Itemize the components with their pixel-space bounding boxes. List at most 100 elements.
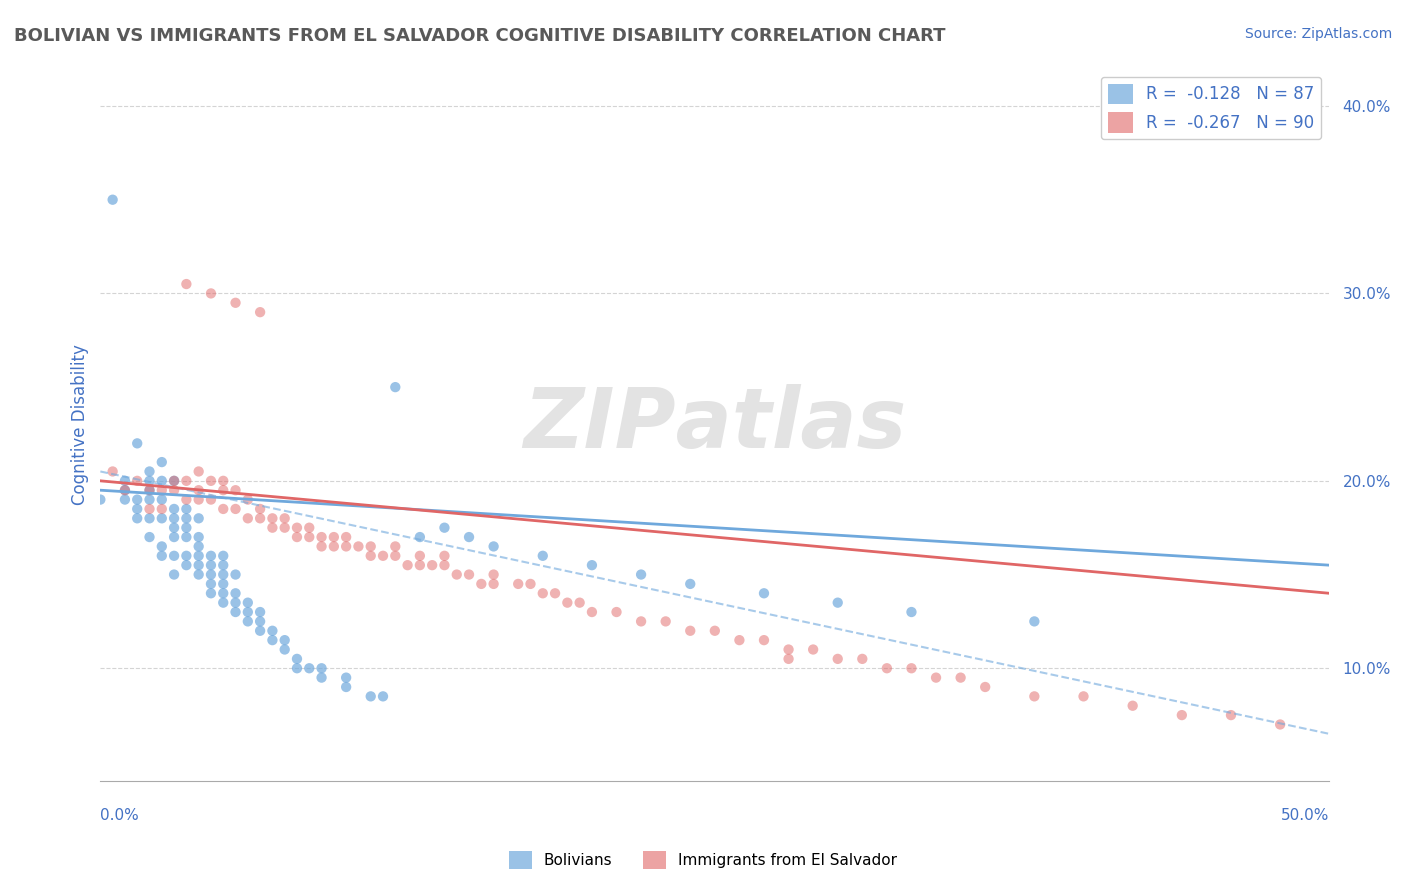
Point — [581, 558, 603, 573]
Point — [176, 511, 198, 525]
Point — [285, 521, 308, 535]
Point — [752, 586, 775, 600]
Point — [1220, 708, 1243, 723]
Point — [236, 605, 259, 619]
Point — [1024, 690, 1046, 704]
Point — [311, 671, 333, 685]
Point — [150, 549, 173, 563]
Point — [150, 492, 173, 507]
Point — [101, 193, 124, 207]
Point — [200, 286, 222, 301]
Point — [347, 540, 370, 554]
Point — [249, 502, 271, 516]
Point — [127, 492, 149, 507]
Point — [138, 511, 160, 525]
Point — [827, 596, 849, 610]
Point — [163, 567, 186, 582]
Point — [409, 530, 432, 544]
Point — [482, 567, 505, 582]
Point — [508, 577, 530, 591]
Point — [262, 624, 284, 638]
Point — [285, 652, 308, 666]
Point — [396, 558, 419, 573]
Point — [212, 586, 235, 600]
Point — [519, 577, 541, 591]
Point — [200, 558, 222, 573]
Point — [371, 690, 394, 704]
Point — [150, 483, 173, 498]
Point — [138, 483, 160, 498]
Point — [249, 605, 271, 619]
Point — [974, 680, 997, 694]
Point — [163, 483, 186, 498]
Point — [187, 549, 209, 563]
Point — [409, 549, 432, 563]
Point — [433, 549, 456, 563]
Point — [482, 540, 505, 554]
Point — [384, 380, 406, 394]
Point — [127, 474, 149, 488]
Point — [335, 671, 357, 685]
Point — [225, 586, 247, 600]
Point — [187, 465, 209, 479]
Point — [138, 483, 160, 498]
Point — [225, 502, 247, 516]
Point — [225, 605, 247, 619]
Point — [114, 483, 136, 498]
Point — [138, 492, 160, 507]
Point — [236, 596, 259, 610]
Point — [176, 502, 198, 516]
Point — [262, 633, 284, 648]
Point — [163, 511, 186, 525]
Point — [212, 483, 235, 498]
Point — [262, 521, 284, 535]
Point — [581, 605, 603, 619]
Point — [114, 474, 136, 488]
Point — [200, 577, 222, 591]
Legend: Bolivians, Immigrants from El Salvador: Bolivians, Immigrants from El Salvador — [503, 845, 903, 875]
Point — [150, 511, 173, 525]
Point — [127, 511, 149, 525]
Point — [728, 633, 751, 648]
Point — [150, 502, 173, 516]
Point — [531, 549, 554, 563]
Point — [262, 511, 284, 525]
Point — [89, 492, 111, 507]
Point — [163, 474, 186, 488]
Point — [176, 530, 198, 544]
Point — [163, 474, 186, 488]
Point — [225, 483, 247, 498]
Point — [127, 502, 149, 516]
Point — [200, 474, 222, 488]
Point — [298, 530, 321, 544]
Point — [127, 436, 149, 450]
Point — [630, 567, 652, 582]
Point — [630, 615, 652, 629]
Point — [703, 624, 725, 638]
Point — [752, 633, 775, 648]
Point — [605, 605, 627, 619]
Point — [531, 586, 554, 600]
Point — [236, 511, 259, 525]
Point — [273, 521, 295, 535]
Point — [150, 474, 173, 488]
Text: Source: ZipAtlas.com: Source: ZipAtlas.com — [1244, 27, 1392, 41]
Point — [311, 661, 333, 675]
Point — [187, 530, 209, 544]
Point — [200, 567, 222, 582]
Point — [212, 558, 235, 573]
Point — [568, 596, 591, 610]
Point — [273, 642, 295, 657]
Point — [335, 680, 357, 694]
Point — [778, 652, 800, 666]
Point — [557, 596, 579, 610]
Point — [176, 521, 198, 535]
Text: 0.0%: 0.0% — [100, 808, 139, 823]
Point — [163, 502, 186, 516]
Point — [200, 586, 222, 600]
Point — [163, 549, 186, 563]
Point — [311, 540, 333, 554]
Point — [236, 492, 259, 507]
Point — [298, 661, 321, 675]
Point — [1268, 717, 1291, 731]
